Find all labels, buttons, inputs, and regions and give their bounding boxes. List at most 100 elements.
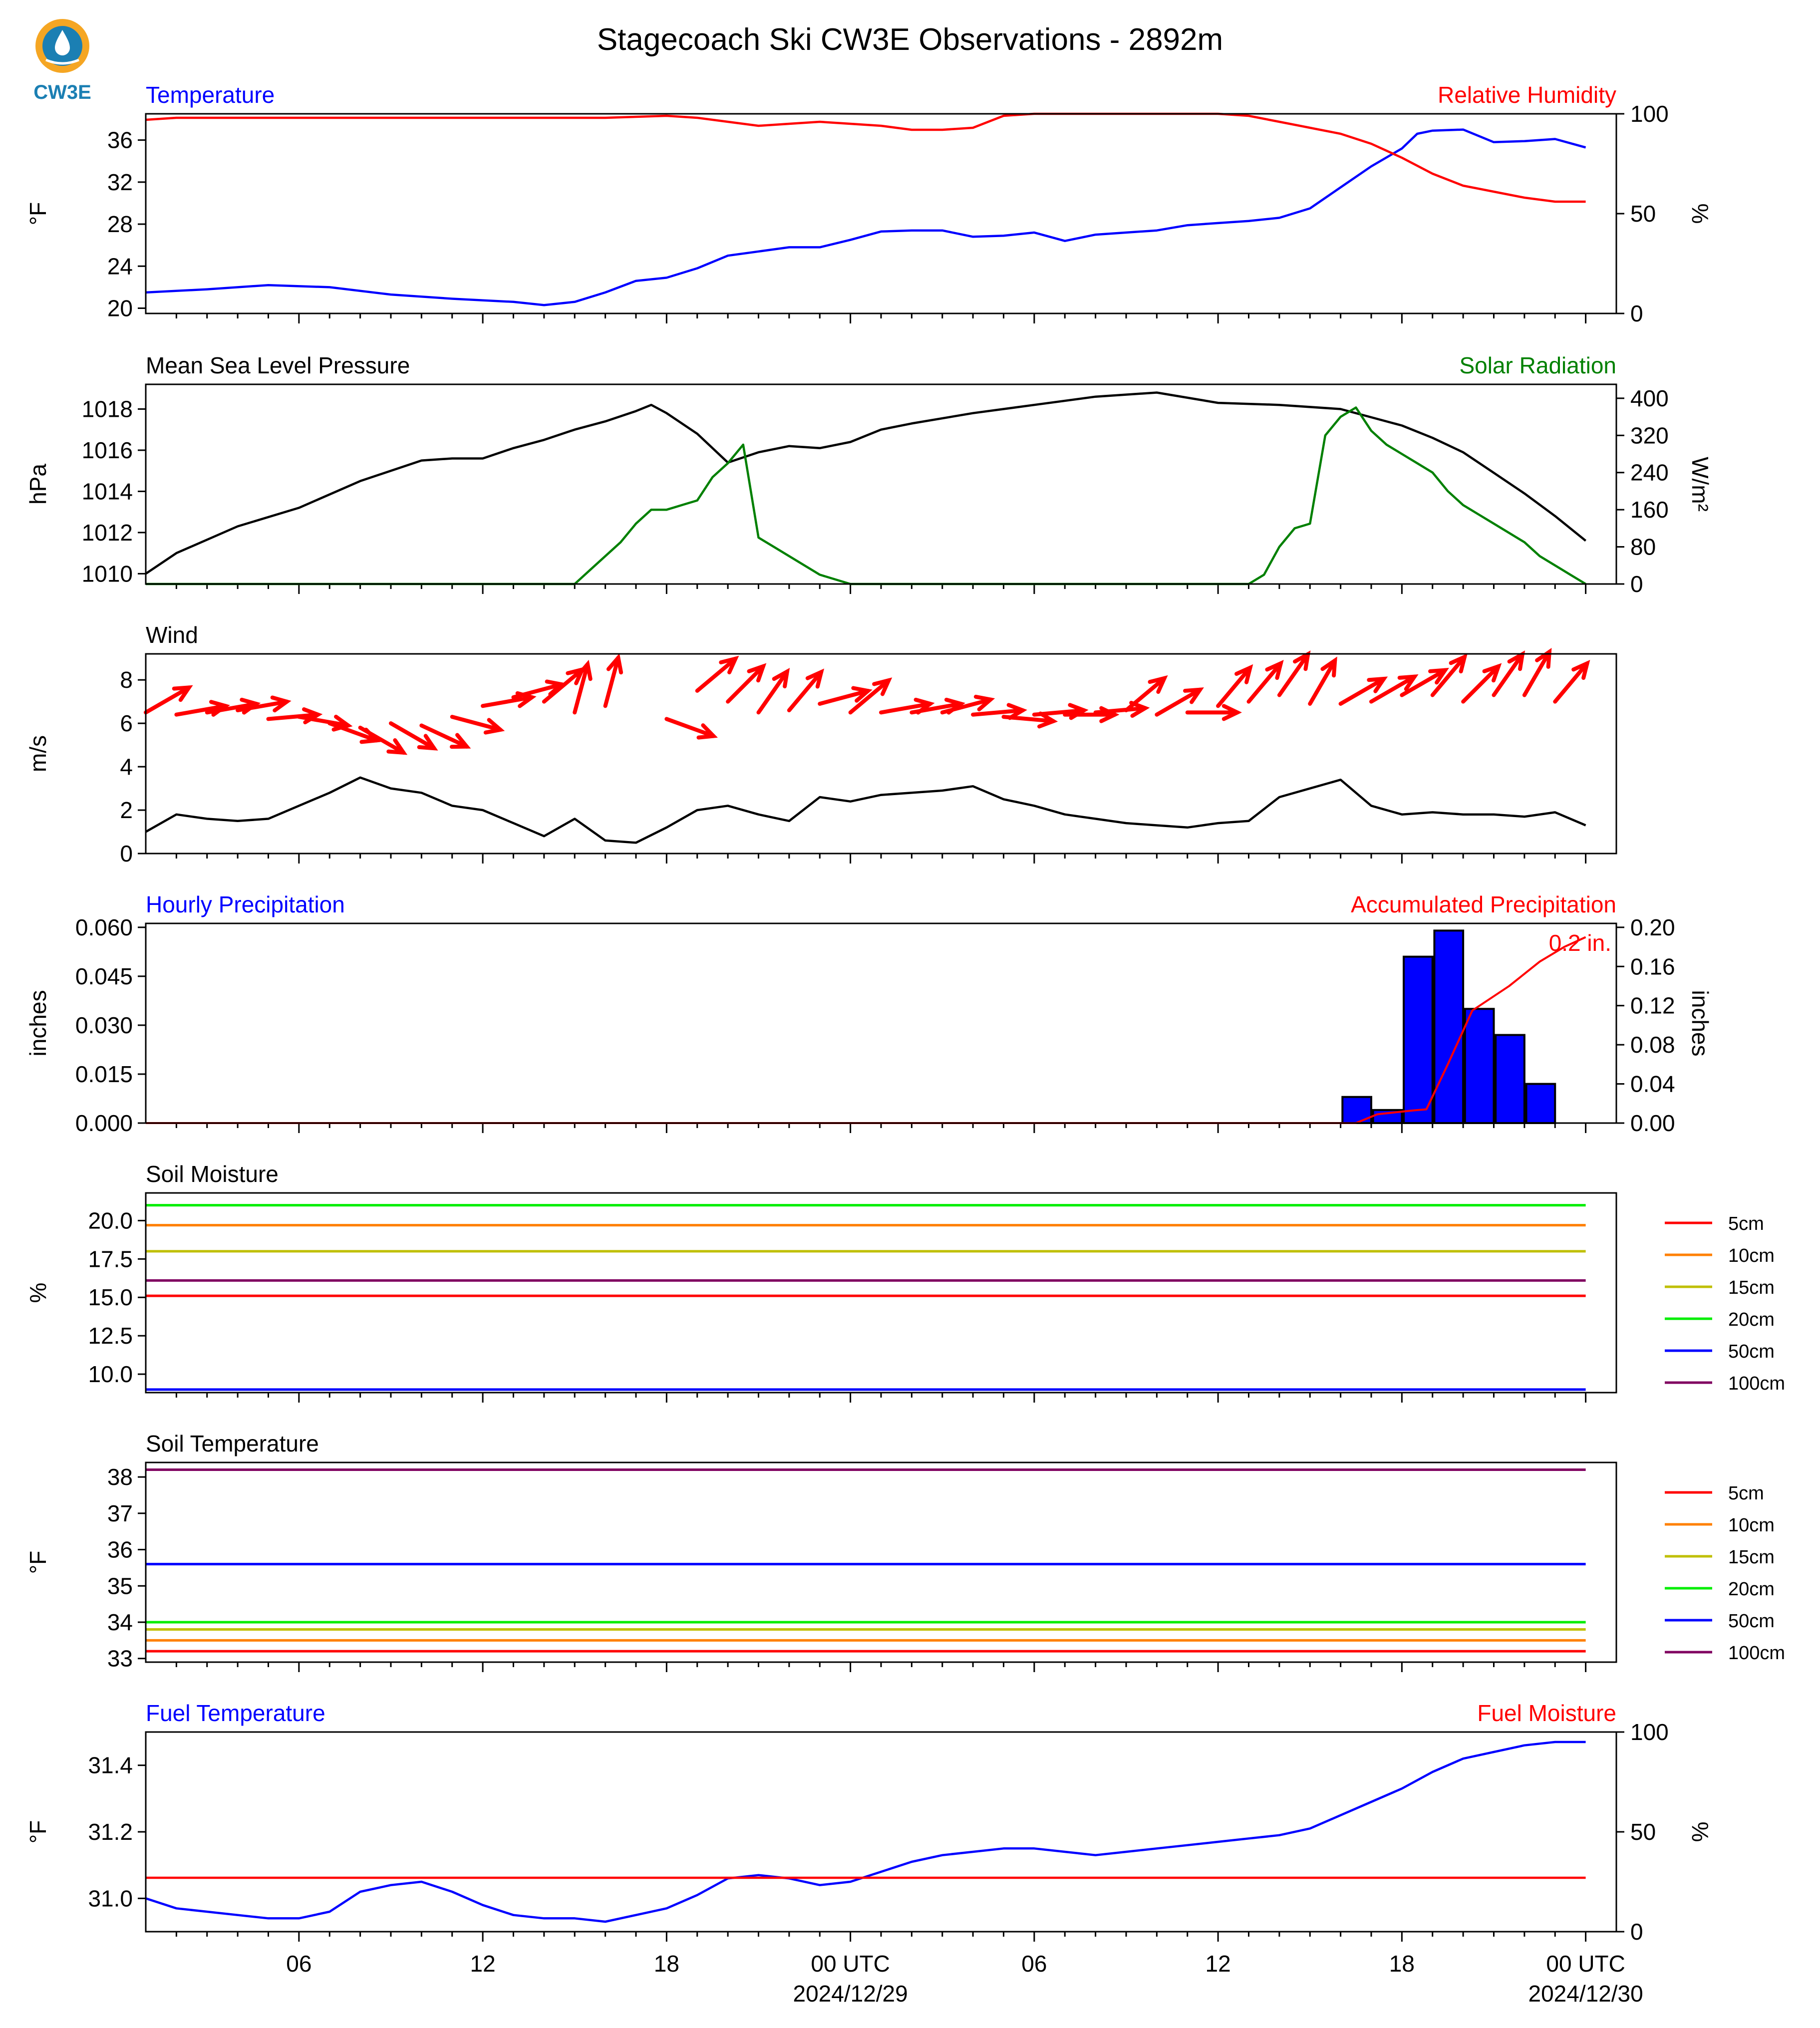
y-tick-label: 6 — [120, 710, 133, 736]
wind-arrow-shaft — [542, 667, 585, 704]
wind-arrow-shaft — [1093, 706, 1148, 715]
panel-frame — [145, 653, 1617, 855]
y-right-tick-label: 80 — [1630, 534, 1656, 560]
accumulated-precip-line — [146, 936, 1586, 1124]
wind-arrow-head — [1006, 703, 1027, 720]
wind-arrow-shaft — [664, 717, 716, 738]
series-line-right — [146, 406, 1586, 585]
legend-label: 20cm — [1728, 1579, 1775, 1600]
y-axis-label: % — [25, 1283, 51, 1303]
wind-arrow-head — [772, 667, 790, 689]
legend-label: 50cm — [1728, 1611, 1775, 1632]
y-tick-label: 0.045 — [75, 963, 133, 989]
x-tick-label: 00 UTC — [811, 1951, 890, 1977]
legend-label: 10cm — [1728, 1515, 1775, 1536]
wind-arrow-head — [386, 738, 408, 755]
wind-arrow-head — [1571, 660, 1590, 680]
cw3e-logo: CW3E — [25, 15, 110, 105]
y-right-tick-label: 0 — [1630, 300, 1643, 326]
wind-arrow-shaft — [511, 682, 564, 699]
panel-title-left: Soil Moisture — [146, 1161, 279, 1187]
wind-arrow-shaft — [144, 685, 191, 715]
y-axis-label: °F — [25, 202, 51, 226]
wind-arrow-head — [1183, 687, 1204, 704]
panel-title-right: Relative Humidity — [1438, 82, 1616, 108]
wind-arrow-shaft — [848, 678, 891, 715]
precip-bar — [1403, 955, 1434, 1124]
y-tick-label: 0.000 — [75, 1110, 133, 1136]
series-line-left — [145, 128, 1586, 306]
x-date-label: 2024/12/29 — [793, 1981, 908, 2007]
wind-arrow-shaft — [1522, 650, 1551, 697]
panel-title-left: Temperature — [146, 82, 275, 108]
panel-title-left: Fuel Temperature — [146, 1700, 325, 1726]
wind-arrow-shaft — [1553, 661, 1589, 704]
wind-arrow-shaft — [726, 664, 765, 704]
panel-frame — [145, 1461, 1617, 1663]
wind-arrow-shaft — [1461, 664, 1501, 704]
wind-arrow-shaft — [1032, 708, 1086, 717]
y-right-axis-label: W/m² — [1687, 457, 1713, 512]
wind-arrow-shaft — [756, 669, 789, 715]
wind-arrow-head — [417, 734, 438, 751]
wind-arrow-shaft — [1155, 687, 1202, 717]
y-tick-label: 0.030 — [75, 1012, 133, 1038]
y-tick-label: 33 — [107, 1646, 133, 1672]
y-right-axis-label: % — [1687, 204, 1713, 224]
y-tick-label: 0.015 — [75, 1061, 133, 1087]
series-line-left — [145, 776, 1586, 844]
legend-label: 100cm — [1728, 1643, 1785, 1664]
wind-arrow-shaft — [603, 655, 620, 708]
x-tick-label: 12 — [1206, 1951, 1231, 1977]
wind-arrow-head — [606, 653, 623, 675]
y-tick-label: 12.5 — [88, 1323, 133, 1349]
y-tick-label: 37 — [107, 1500, 133, 1526]
y-axis-label: m/s — [25, 735, 51, 772]
wind-arrow-head — [1221, 704, 1242, 721]
y-tick-label: 35 — [107, 1573, 133, 1599]
x-date-label: 2024/12/30 — [1528, 1981, 1643, 2007]
wind-arrow-shaft — [358, 725, 406, 755]
wind-arrow-shaft — [266, 712, 320, 721]
y-right-tick-label: 0.08 — [1630, 1032, 1675, 1058]
precip-bar — [1495, 1034, 1525, 1124]
panel-title-left: Soil Temperature — [146, 1431, 319, 1456]
legend-label: 10cm — [1728, 1245, 1775, 1266]
y-tick-label: 38 — [107, 1464, 133, 1490]
panel-6: Soil Temperature 33 34 35 36 37 38 °F 5cm 10cm 15c… — [25, 1431, 1785, 1672]
y-tick-label: 31.0 — [88, 1885, 133, 1911]
logo-text: CW3E — [33, 81, 91, 103]
wind-arrow-shaft — [879, 702, 932, 715]
wind-arrow-shaft — [940, 697, 993, 715]
y-right-tick-label: 100 — [1630, 1719, 1669, 1745]
wind-arrow-head — [1320, 656, 1337, 678]
wind-arrow-shaft — [389, 721, 436, 751]
y-tick-label: 1016 — [82, 437, 133, 463]
y-right-tick-label: 50 — [1630, 201, 1656, 227]
wind-arrow-head — [1482, 663, 1502, 683]
y-right-tick-label: 0 — [1630, 571, 1643, 597]
wind-arrow-head — [172, 685, 193, 702]
y-tick-label: 1012 — [82, 520, 133, 546]
y-right-tick-label: 400 — [1630, 385, 1669, 411]
y-tick-label: 4 — [120, 754, 133, 780]
wind-arrow-head — [1535, 648, 1552, 669]
x-tick-label: 00 UTC — [1546, 1951, 1625, 1977]
wind-arrow-shaft — [205, 702, 259, 715]
legend-label: 15cm — [1728, 1547, 1775, 1568]
y-tick-label: 34 — [107, 1609, 133, 1635]
panel-title-right: Fuel Moisture — [1477, 1700, 1616, 1726]
wind-arrow-head — [576, 659, 593, 681]
wind-arrow-head — [1265, 660, 1284, 680]
y-tick-label: 28 — [107, 211, 133, 237]
wind-arrow-head — [851, 686, 873, 703]
wind-arrow-shaft — [450, 715, 503, 732]
wind-arrow-head — [1449, 653, 1468, 674]
wind-arrow-shaft — [297, 715, 350, 728]
panel-title-right: Solar Radiation — [1459, 352, 1616, 378]
precip-bar — [1525, 1083, 1556, 1124]
panel-title-left: Mean Sea Level Pressure — [146, 352, 410, 378]
y-right-tick-label: 0.12 — [1630, 993, 1675, 1019]
y-right-tick-label: 0.04 — [1630, 1071, 1675, 1097]
panel-frame — [145, 383, 1617, 585]
